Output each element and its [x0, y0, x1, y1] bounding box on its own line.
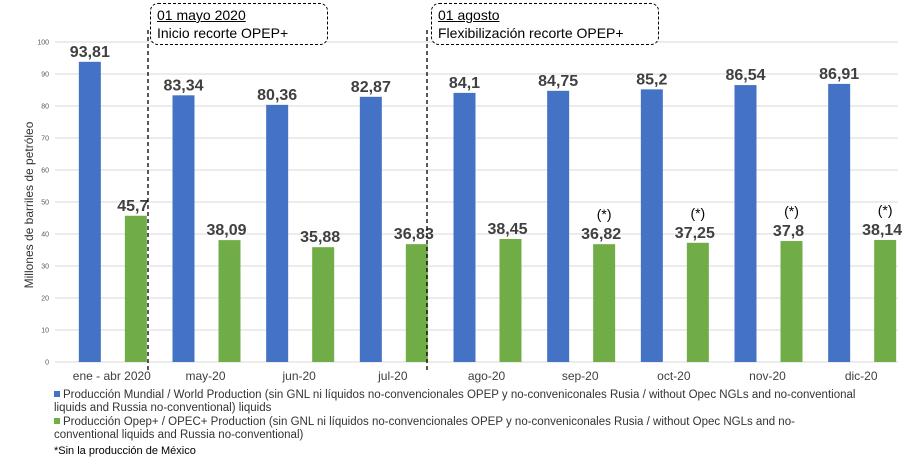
callout-may: 01 mayo 2020 Inicio recorte OPEP+: [150, 3, 328, 45]
data-label: 86,91: [819, 66, 859, 83]
legend-item-opec: Producción Opep+ / OPEC+ Production (sin…: [54, 416, 854, 442]
bar-opec: [780, 241, 803, 362]
data-label: 37,8: [773, 223, 804, 240]
data-label: 93,81: [70, 44, 110, 61]
bar-world: [453, 92, 476, 362]
value-labels: 93,81 45,7 83,34 38,09 80,36 35,88 82,87 36,83 8…: [70, 44, 902, 246]
x-tick-label: oct-20: [657, 369, 691, 383]
data-label: 38,09: [206, 222, 246, 239]
legend-label-opec: Producción Opep+ / OPEC+ Production (sin…: [54, 416, 795, 441]
data-label: 80,36: [257, 87, 297, 104]
data-label: 83,34: [163, 77, 203, 94]
callout-may-date: 01 mayo 2020: [157, 7, 246, 23]
x-tick-label: jul-20: [377, 369, 408, 383]
data-label: 38,45: [487, 221, 527, 238]
bar-opec: [593, 244, 616, 362]
y-tick-label: 0: [45, 360, 49, 367]
y-tick-label: 50: [41, 200, 49, 207]
x-tick-label: ene - abr 2020: [73, 369, 151, 383]
callout-aug: 01 agosto Flexibilización recorte OPEP+: [431, 3, 659, 45]
data-label: 36,83: [394, 226, 434, 243]
asterisk-mark: (*): [878, 202, 893, 218]
asterisk-mark: (*): [690, 205, 705, 221]
x-tick-label: ago-20: [468, 369, 506, 383]
y-tick-label: 100: [37, 40, 49, 47]
bar-opec: [124, 215, 147, 362]
footnote: *Sin la producción de México: [54, 445, 196, 457]
legend-swatch-world: [54, 391, 60, 397]
x-axis-ticks: ene - abr 2020 may-20 jun-20 jul-20 ago-20 se…: [73, 369, 878, 383]
bar-world: [172, 95, 195, 362]
data-label: 38,14: [862, 222, 902, 239]
data-label: 45,7: [117, 198, 148, 215]
legend-item-world: Producción Mundial / World Production (s…: [54, 389, 874, 415]
bar-opec: [499, 238, 522, 362]
data-label: 82,87: [351, 79, 391, 96]
y-tick-label: 30: [41, 264, 49, 271]
data-label: 85,2: [636, 71, 667, 88]
x-tick-label: may-20: [185, 369, 225, 383]
data-label: 84,75: [538, 73, 578, 90]
y-tick-label: 40: [41, 232, 49, 239]
y-tick-label: 70: [41, 136, 49, 143]
callout-may-text: Inicio recorte OPEP+: [157, 25, 289, 41]
y-tick-label: 10: [41, 328, 49, 335]
bar-opec: [686, 242, 709, 362]
data-label: 84,1: [449, 75, 480, 92]
x-tick-label: dic-20: [845, 369, 878, 383]
bars: [78, 61, 897, 363]
callout-aug-text: Flexibilización recorte OPEP+: [438, 25, 624, 41]
asterisk-mark: (*): [784, 203, 799, 219]
y-axis-ticks: 0 10 20 30 40 50 60 70 80 90 100: [37, 40, 49, 367]
bar-world: [78, 61, 101, 363]
data-label: 37,25: [675, 225, 715, 242]
bar-world: [266, 104, 289, 363]
bar-world: [640, 89, 663, 363]
data-label: 35,88: [300, 229, 340, 246]
bar-opec: [218, 240, 241, 362]
bar-world: [734, 85, 757, 363]
bar-world: [828, 83, 851, 362]
bar-world: [359, 96, 382, 362]
asterisk-mark: (*): [597, 206, 612, 222]
x-tick-label: sep-20: [562, 369, 599, 383]
bar-opec: [405, 244, 428, 362]
y-tick-label: 90: [41, 72, 49, 79]
legend-swatch-opec: [54, 418, 60, 424]
callout-aug-date: 01 agosto: [438, 7, 500, 23]
bar-world: [547, 90, 570, 363]
data-label: 86,54: [725, 67, 765, 84]
y-tick-label: 20: [41, 296, 49, 303]
legend-label-world: Producción Mundial / World Production (s…: [54, 389, 856, 414]
y-tick-label: 60: [41, 168, 49, 175]
bar-opec: [312, 247, 335, 362]
data-label: 36,82: [581, 226, 621, 243]
x-tick-label: jun-20: [281, 369, 316, 383]
bar-opec: [874, 239, 897, 362]
x-tick-label: nov-20: [749, 369, 786, 383]
y-axis-label: Millones de barriles de petróleo: [22, 121, 36, 288]
asterisk-marks: (*) (*) (*) (*): [597, 202, 893, 222]
y-tick-label: 80: [41, 104, 49, 111]
